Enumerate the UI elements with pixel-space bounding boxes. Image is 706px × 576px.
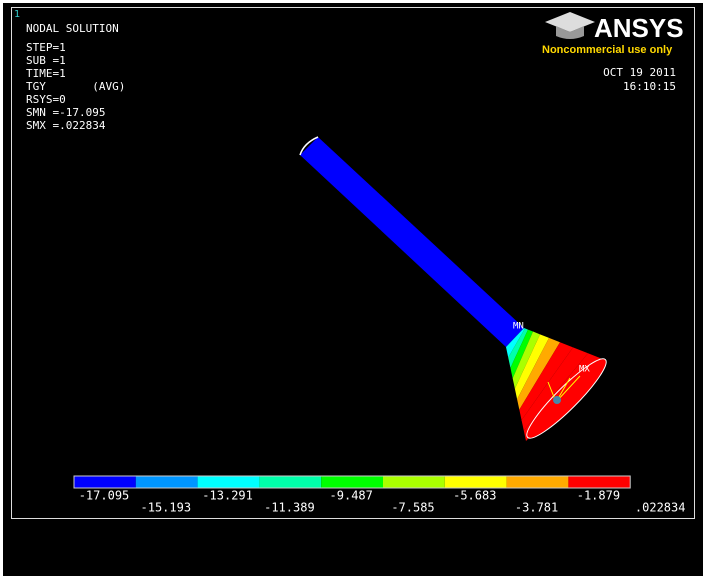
- time: 16:10:15: [623, 80, 676, 93]
- window-number: 1: [14, 9, 20, 20]
- logo-title: ANSYS: [594, 13, 684, 43]
- legend-label: -3.781: [515, 501, 558, 515]
- ansys-logo: ANSYS Noncommercial use only: [542, 12, 684, 56]
- min-label: MN: [513, 322, 524, 332]
- legend-label: -5.683: [453, 489, 496, 503]
- info-line: SMN =-17.095: [26, 106, 105, 119]
- legend-swatch: [507, 476, 569, 488]
- legend-swatch: [74, 476, 136, 488]
- legend-swatch: [259, 476, 321, 488]
- legend-label: -17.095: [79, 489, 130, 503]
- legend-label: -9.487: [330, 489, 373, 503]
- legend-swatch: [383, 476, 445, 488]
- legend-label: -13.291: [202, 489, 253, 503]
- info-line: TGY (AVG): [26, 80, 125, 93]
- legend-label: -11.389: [264, 501, 315, 515]
- legend-swatch: [136, 476, 198, 488]
- logo-subtitle: Noncommercial use only: [542, 44, 673, 56]
- legend-swatch: [568, 476, 630, 488]
- legend-label: -7.585: [391, 501, 434, 515]
- info-line: STEP=1: [26, 41, 66, 54]
- legend-swatch: [445, 476, 507, 488]
- max-label: MX: [579, 365, 590, 375]
- info-line: NODAL SOLUTION: [26, 22, 119, 35]
- date: OCT 19 2011: [603, 66, 676, 79]
- info-line: RSYS=0: [26, 93, 66, 106]
- info-line: SMX =.022834: [26, 119, 106, 132]
- legend-label: .022834: [635, 501, 686, 515]
- legend-swatch: [198, 476, 260, 488]
- legend-label: -1.879: [577, 489, 620, 503]
- legend-swatch: [321, 476, 383, 488]
- legend-label: -15.193: [141, 501, 192, 515]
- triad-origin: [553, 396, 561, 404]
- info-line: SUB =1: [26, 54, 66, 67]
- ansys-graphics-window: 1 NODAL SOLUTION STEP=1SUB =1TIME=1TGY (A…: [0, 0, 706, 576]
- info-line: TIME=1: [26, 67, 66, 80]
